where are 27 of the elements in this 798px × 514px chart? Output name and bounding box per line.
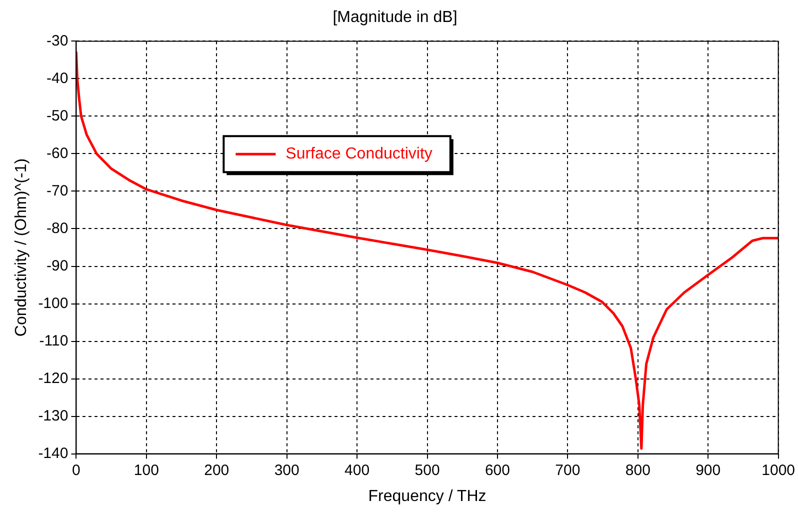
- x-tick-label: 300: [274, 462, 300, 479]
- y-tick-label: -30: [46, 32, 68, 50]
- chart-title: [Magnitude in dB]: [332, 9, 458, 26]
- x-tick-label: 0: [72, 462, 80, 479]
- y-tick-label: -50: [46, 107, 68, 124]
- y-tick-label: -90: [46, 257, 68, 274]
- x-tick-label: 1000: [762, 462, 796, 479]
- x-tick-label: 200: [204, 462, 230, 479]
- x-axis-title: Frequency / THz: [368, 488, 486, 505]
- x-tick-label: 700: [555, 462, 580, 479]
- y-tick-label: -40: [46, 70, 68, 87]
- y-tick-label: -130: [38, 407, 68, 424]
- y-tick-label: -110: [39, 332, 68, 350]
- y-axis-title: Conductivity / (Ohm)^(-1): [13, 158, 30, 337]
- x-tick-label: 400: [344, 462, 370, 479]
- y-tick-label: -80: [46, 220, 68, 237]
- x-tick-label: 600: [484, 462, 510, 479]
- y-tick-label: -60: [46, 144, 68, 162]
- y-tick-label: -100: [38, 294, 68, 312]
- x-tick-label: 500: [414, 462, 440, 479]
- y-tick-label: -70: [46, 182, 68, 200]
- y-tick-label: -120: [38, 370, 68, 387]
- y-tick-label: -140: [38, 444, 68, 462]
- legend-label: Surface Conductivity: [286, 146, 432, 163]
- x-tick-label: 900: [696, 462, 721, 479]
- x-tick-label: 800: [625, 462, 650, 479]
- x-tick-label: 100: [134, 462, 159, 479]
